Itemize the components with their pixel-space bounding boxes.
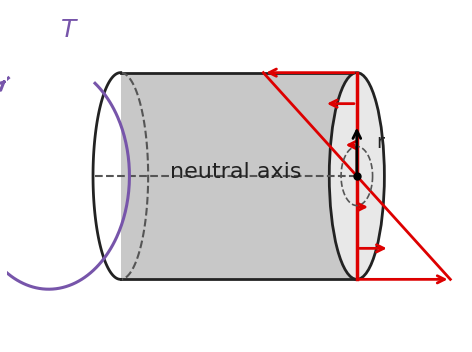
Text: T: T (61, 18, 76, 42)
Text: neutral axis: neutral axis (170, 162, 302, 182)
Ellipse shape (329, 73, 384, 279)
Text: r: r (377, 133, 385, 152)
Polygon shape (120, 73, 357, 279)
